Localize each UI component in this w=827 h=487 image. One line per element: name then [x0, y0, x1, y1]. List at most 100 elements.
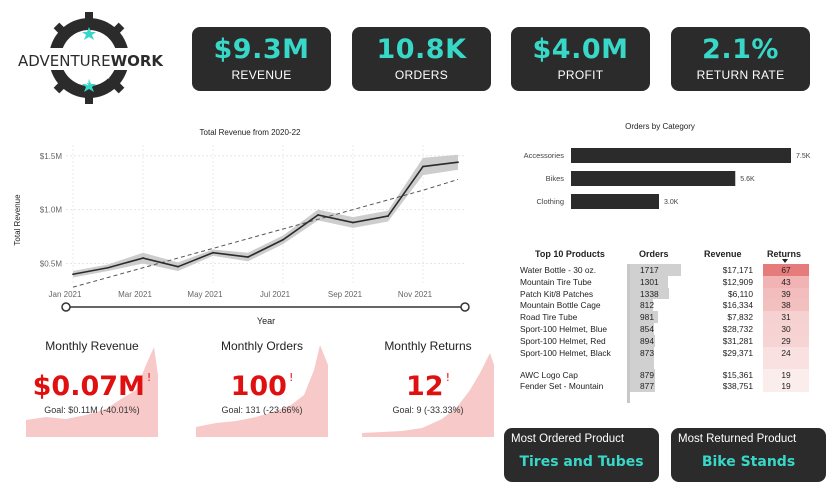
- monthly-card-value: $0.07M!: [32, 371, 152, 402]
- orders-cell: 877: [627, 380, 681, 393]
- orders-data-bar: [627, 368, 655, 381]
- card-value: Tires and Tubes: [519, 454, 644, 470]
- kpi-card-orders[interactable]: 10.8K ORDERS: [352, 27, 491, 91]
- top-products-table[interactable]: Top 10 Products Orders Revenue Returns W…: [517, 246, 817, 393]
- monthly-card-value: 100!: [230, 371, 294, 402]
- line-point[interactable]: [317, 214, 319, 216]
- line-point[interactable]: [142, 257, 144, 259]
- chart-title: Total Revenue from 2020-22: [200, 128, 302, 137]
- x-tick-label: Sep 2021: [328, 290, 363, 299]
- orders-value: 812: [640, 300, 654, 311]
- category-label: Clothing: [536, 197, 564, 206]
- kpi-value: 10.8K: [376, 34, 467, 65]
- line-point[interactable]: [72, 273, 74, 276]
- table-row[interactable]: Sport-100 Helmet, Red 894 $31,281 29: [517, 334, 817, 347]
- product-name: Sport-100 Helmet, Black: [520, 347, 611, 358]
- orders-data-bar: [627, 334, 656, 347]
- total-revenue-line-chart[interactable]: Total Revenue from 2020-22 Total Revenue…: [10, 120, 490, 330]
- kpi-card-return-rate[interactable]: 2.1% RETURN RATE: [671, 27, 810, 91]
- header-returns[interactable]: Returns: [767, 249, 802, 259]
- table-row[interactable]: Sport-100 Helmet, Blue 854 $28,732 30: [517, 322, 817, 335]
- sort-desc-icon[interactable]: [782, 259, 788, 263]
- returns-cell: 30: [763, 322, 809, 335]
- returns-value: 24: [781, 347, 791, 358]
- category-bar[interactable]: [571, 148, 791, 163]
- returns-value: 19: [781, 381, 791, 392]
- y-tick-label: $1.0M: [40, 206, 63, 215]
- category-label: Accessories: [524, 151, 565, 160]
- logo-brand-right: WORKS: [111, 52, 164, 70]
- kpi-card-revenue[interactable]: $9.3M REVENUE: [192, 27, 331, 91]
- revenue-value: $15,361: [722, 369, 753, 380]
- product-name: Fender Set - Mountain: [520, 381, 604, 392]
- returns-cell: 43: [763, 275, 809, 288]
- date-slider-start-handle[interactable]: [61, 302, 71, 312]
- table-row[interactable]: Sport-100 Helmet, Black 873 $29,371 24: [517, 346, 817, 369]
- product-name: Patch Kit/8 Patches: [520, 288, 594, 299]
- orders-value: 1338: [640, 288, 659, 299]
- revenue-value: $38,751: [722, 381, 753, 392]
- svg-text:ADVENTUREWORKS: ADVENTUREWORKS: [18, 52, 164, 70]
- header-revenue[interactable]: Revenue: [704, 249, 742, 259]
- orders-data-bar: [627, 275, 668, 288]
- monthly-orders-area: [196, 345, 328, 437]
- returns-cell: 19: [763, 380, 809, 393]
- revenue-value: $16,334: [722, 300, 753, 311]
- card-title: Most Returned Product: [678, 433, 797, 445]
- product-name: Mountain Tire Tube: [520, 276, 592, 287]
- line-point[interactable]: [107, 266, 109, 269]
- monthly-revenue-area: [26, 347, 158, 437]
- x-tick-label: Nov 2021: [398, 290, 433, 299]
- revenue-value: $28,732: [722, 323, 753, 334]
- orders-cell: 873: [627, 346, 681, 369]
- table-row[interactable]: Road Tire Tube 981 $7,832 31: [517, 311, 817, 323]
- revenue-line: [72, 161, 459, 276]
- table-row[interactable]: Mountain Tire Tube 1301 $12,909 43: [517, 275, 817, 288]
- returns-value: 39: [781, 288, 791, 299]
- monthly-orders-card[interactable]: Monthly Orders 100! Goal: 131 (-23.66%): [196, 335, 328, 437]
- product-name: Sport-100 Helmet, Blue: [520, 323, 608, 334]
- orders-value: 879: [640, 369, 654, 380]
- category-bar[interactable]: [571, 194, 659, 209]
- orders-by-category-bar-chart[interactable]: Orders by Category Accessories 7.5K Bikes 5…: [505, 118, 815, 218]
- category-label: Bikes: [546, 174, 565, 183]
- bar-data-label: 5.6K: [740, 176, 755, 183]
- line-point[interactable]: [422, 165, 424, 168]
- monthly-revenue-card[interactable]: Monthly Revenue $0.07M! Goal: $0.11M (-4…: [26, 335, 158, 437]
- line-point[interactable]: [282, 238, 284, 241]
- orders-data-bar: [627, 311, 658, 323]
- line-point[interactable]: [177, 265, 179, 268]
- returns-value: 29: [781, 335, 791, 346]
- monthly-returns-area: [362, 353, 494, 437]
- x-axis-title: Year: [257, 316, 275, 326]
- monthly-returns-card[interactable]: Monthly Returns 12! Goal: 9 (-33.33%): [362, 335, 494, 437]
- table-row[interactable]: Mountain Bottle Cage 812 $16,334 38: [517, 299, 817, 312]
- revenue-value: $17,171: [722, 265, 753, 275]
- card-value: Bike Stands: [701, 454, 796, 470]
- kpi-card-profit[interactable]: $4.0M PROFIT: [511, 27, 650, 91]
- date-slider-end-handle[interactable]: [460, 302, 470, 312]
- orders-cell: 981: [627, 311, 681, 323]
- table-header: Top 10 Products Orders Revenue Returns: [517, 246, 817, 264]
- line-point[interactable]: [387, 215, 389, 217]
- x-tick-label: Jul 2021: [260, 290, 291, 299]
- line-point[interactable]: [457, 161, 459, 164]
- table-row[interactable]: Water Bottle - 30 oz. 1717 $17,171 67: [517, 264, 817, 276]
- table-scrollbar[interactable]: [627, 264, 630, 403]
- category-bar[interactable]: [571, 171, 736, 186]
- line-point[interactable]: [212, 251, 214, 254]
- returns-value: 67: [781, 265, 791, 275]
- most-ordered-product-card[interactable]: Most Ordered Product Tires and Tubes: [504, 428, 659, 482]
- header-products[interactable]: Top 10 Products: [535, 249, 605, 259]
- table-row[interactable]: Patch Kit/8 Patches 1338 $6,110 39: [517, 287, 817, 300]
- most-returned-product-card[interactable]: Most Returned Product Bike Stands: [671, 428, 826, 482]
- table-row[interactable]: AWC Logo Cap 879 $15,361 19: [517, 368, 817, 381]
- table-row[interactable]: Fender Set - Mountain 877 $38,751 19: [517, 380, 817, 393]
- kpi-value: $4.0M: [532, 34, 629, 65]
- x-tick-label: May 2021: [187, 290, 223, 299]
- line-point[interactable]: [352, 221, 354, 224]
- card-title: Most Ordered Product: [511, 433, 625, 445]
- header-orders[interactable]: Orders: [639, 249, 669, 259]
- line-point[interactable]: [247, 256, 249, 258]
- confidence-band: [73, 154, 458, 278]
